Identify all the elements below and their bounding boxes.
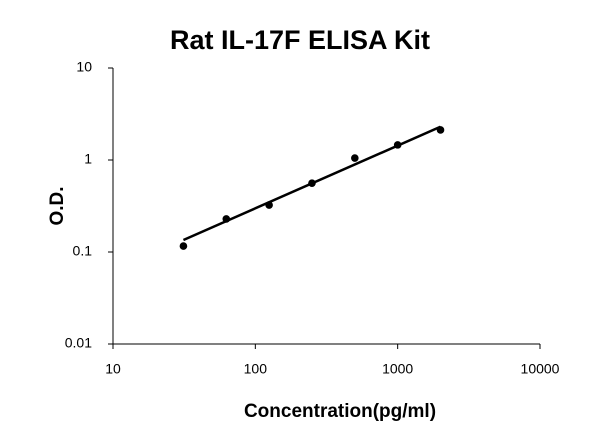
data-point [436, 126, 445, 134]
x-axis-label: Concentration(pg/ml) [244, 401, 436, 422]
y-tick-label: 0.01 [65, 335, 92, 351]
y-tick-label: 1 [84, 151, 92, 167]
x-tick-label: 10000 [521, 361, 560, 377]
x-tick-label: 10 [105, 361, 121, 377]
data-point [265, 201, 273, 209]
y-axis-label: O.D. [47, 186, 68, 225]
chart-title: Rat IL-17F ELISA Kit [170, 25, 430, 55]
data-point [222, 215, 231, 223]
data-point [308, 179, 316, 187]
data-point [179, 242, 188, 250]
x-tick-label: 1000 [382, 361, 413, 377]
data-point [393, 141, 402, 149]
x-tick-label: 100 [244, 361, 268, 377]
data-point [351, 154, 359, 162]
y-tick-label: 0.1 [73, 243, 93, 259]
y-tick-label: 10 [76, 59, 92, 75]
